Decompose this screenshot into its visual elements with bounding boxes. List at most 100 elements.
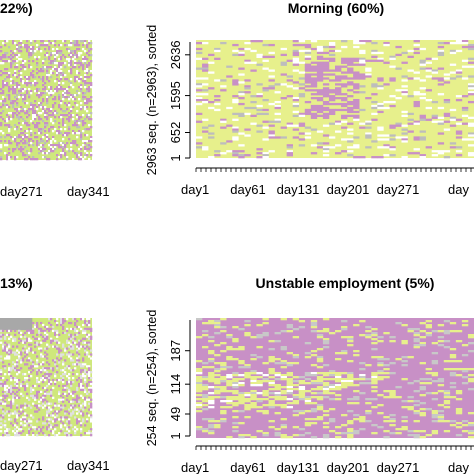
sequence-cell [220, 364, 227, 367]
sequence-cell [335, 75, 342, 78]
sequence-cell [274, 100, 281, 104]
sequence-cell [395, 358, 402, 361]
sequence-cell [78, 355, 81, 358]
sequence-cell [461, 41, 469, 45]
sequence-cell [214, 49, 221, 53]
sequence-cell [22, 349, 25, 352]
sequence-cell [38, 426, 41, 429]
sequence-cell [90, 154, 93, 157]
sequence-cell [46, 361, 49, 364]
sequence-cell [10, 50, 13, 53]
sequence-cell [244, 376, 251, 379]
panel-title: Unstable employment (5%) [256, 275, 435, 291]
sequence-cell [202, 148, 209, 151]
sequence-cell [32, 46, 35, 49]
sequence-cell [58, 349, 61, 352]
sequence-cell [64, 88, 67, 91]
sequence-cell [389, 390, 396, 393]
sequence-cell [56, 90, 59, 93]
sequence-cell [304, 43, 312, 47]
sequence-cell [413, 390, 420, 393]
sequence-cell [62, 416, 65, 419]
sequence-cell [419, 394, 426, 397]
sequence-cell [68, 426, 71, 429]
sequence-cell [50, 318, 53, 321]
sequence-cell [76, 396, 79, 399]
sequence-cell [64, 331, 67, 335]
sequence-cell [76, 90, 79, 93]
sequence-cell [42, 400, 45, 403]
sequence-cell [62, 319, 65, 323]
sequence-cell [36, 64, 39, 67]
sequence-cell [268, 132, 275, 135]
sequence-cell [52, 112, 55, 115]
sequence-cell [16, 384, 19, 388]
sequence-cell [395, 45, 402, 49]
sequence-cell [298, 394, 306, 397]
sequence-cell [24, 120, 27, 123]
sequence-cell [54, 402, 57, 405]
sequence-cell [347, 338, 354, 341]
sequence-cell [34, 345, 37, 348]
sequence-cell [82, 345, 85, 348]
sequence-cell [383, 430, 390, 433]
sequence-cell [72, 404, 75, 407]
sequence-cell [30, 52, 33, 55]
sequence-cell [56, 72, 59, 75]
sequence-cell [38, 116, 41, 119]
sequence-cell [347, 132, 354, 135]
sequence-cell [328, 408, 336, 411]
sequence-cell [52, 396, 55, 399]
sequence-cell [72, 124, 75, 127]
sequence-cell [60, 100, 63, 103]
sequence-cell [449, 368, 457, 371]
sequence-cell [40, 333, 43, 336]
sequence-cell [26, 150, 29, 153]
sequence-cell [322, 51, 330, 55]
sequence-cell [268, 406, 275, 409]
sequence-cell [76, 388, 79, 392]
sequence-cell [68, 62, 71, 65]
sequence-cell [268, 356, 275, 359]
sequence-cell [455, 330, 463, 333]
sequence-cell [66, 353, 69, 356]
sequence-cell [286, 378, 293, 381]
sequence-cell [38, 327, 41, 331]
sequence-cell [310, 108, 318, 112]
sequence-cell [389, 65, 396, 68]
sequence-cell [52, 150, 55, 153]
sequence-cell [359, 63, 366, 66]
sequence-cell [322, 386, 330, 389]
sequence-cell [310, 326, 318, 329]
sequence-cell [322, 134, 330, 137]
sequence-cell [437, 120, 445, 123]
sequence-cell [292, 434, 300, 437]
sequence-cell [22, 44, 25, 47]
sequence-cell [60, 44, 63, 47]
sequence-cell [32, 108, 35, 111]
sequence-cell [347, 67, 354, 70]
sequence-cell [232, 150, 239, 153]
sequence-cell [34, 394, 37, 397]
sequence-cell [30, 150, 33, 153]
sequence-cell [16, 390, 19, 394]
sequence-cell [70, 64, 73, 67]
sequence-cell [196, 372, 203, 375]
sequence-cell [70, 400, 73, 403]
sequence-cell [38, 94, 41, 97]
sequence-cell [60, 58, 63, 61]
sequence-cell [202, 100, 209, 104]
sequence-cell [413, 93, 420, 96]
sequence-cell [238, 378, 245, 381]
sequence-cell [419, 342, 426, 345]
sequence-cell [0, 122, 3, 125]
sequence-cell [250, 378, 257, 381]
sequence-cell [48, 86, 51, 89]
sequence-cell [0, 402, 3, 405]
sequence-cell [232, 130, 239, 133]
sequence-cell [6, 120, 9, 123]
sequence-cell [6, 40, 9, 43]
sequence-cell [310, 392, 318, 395]
sequence-cell [437, 41, 445, 45]
sequence-cell [0, 418, 3, 421]
